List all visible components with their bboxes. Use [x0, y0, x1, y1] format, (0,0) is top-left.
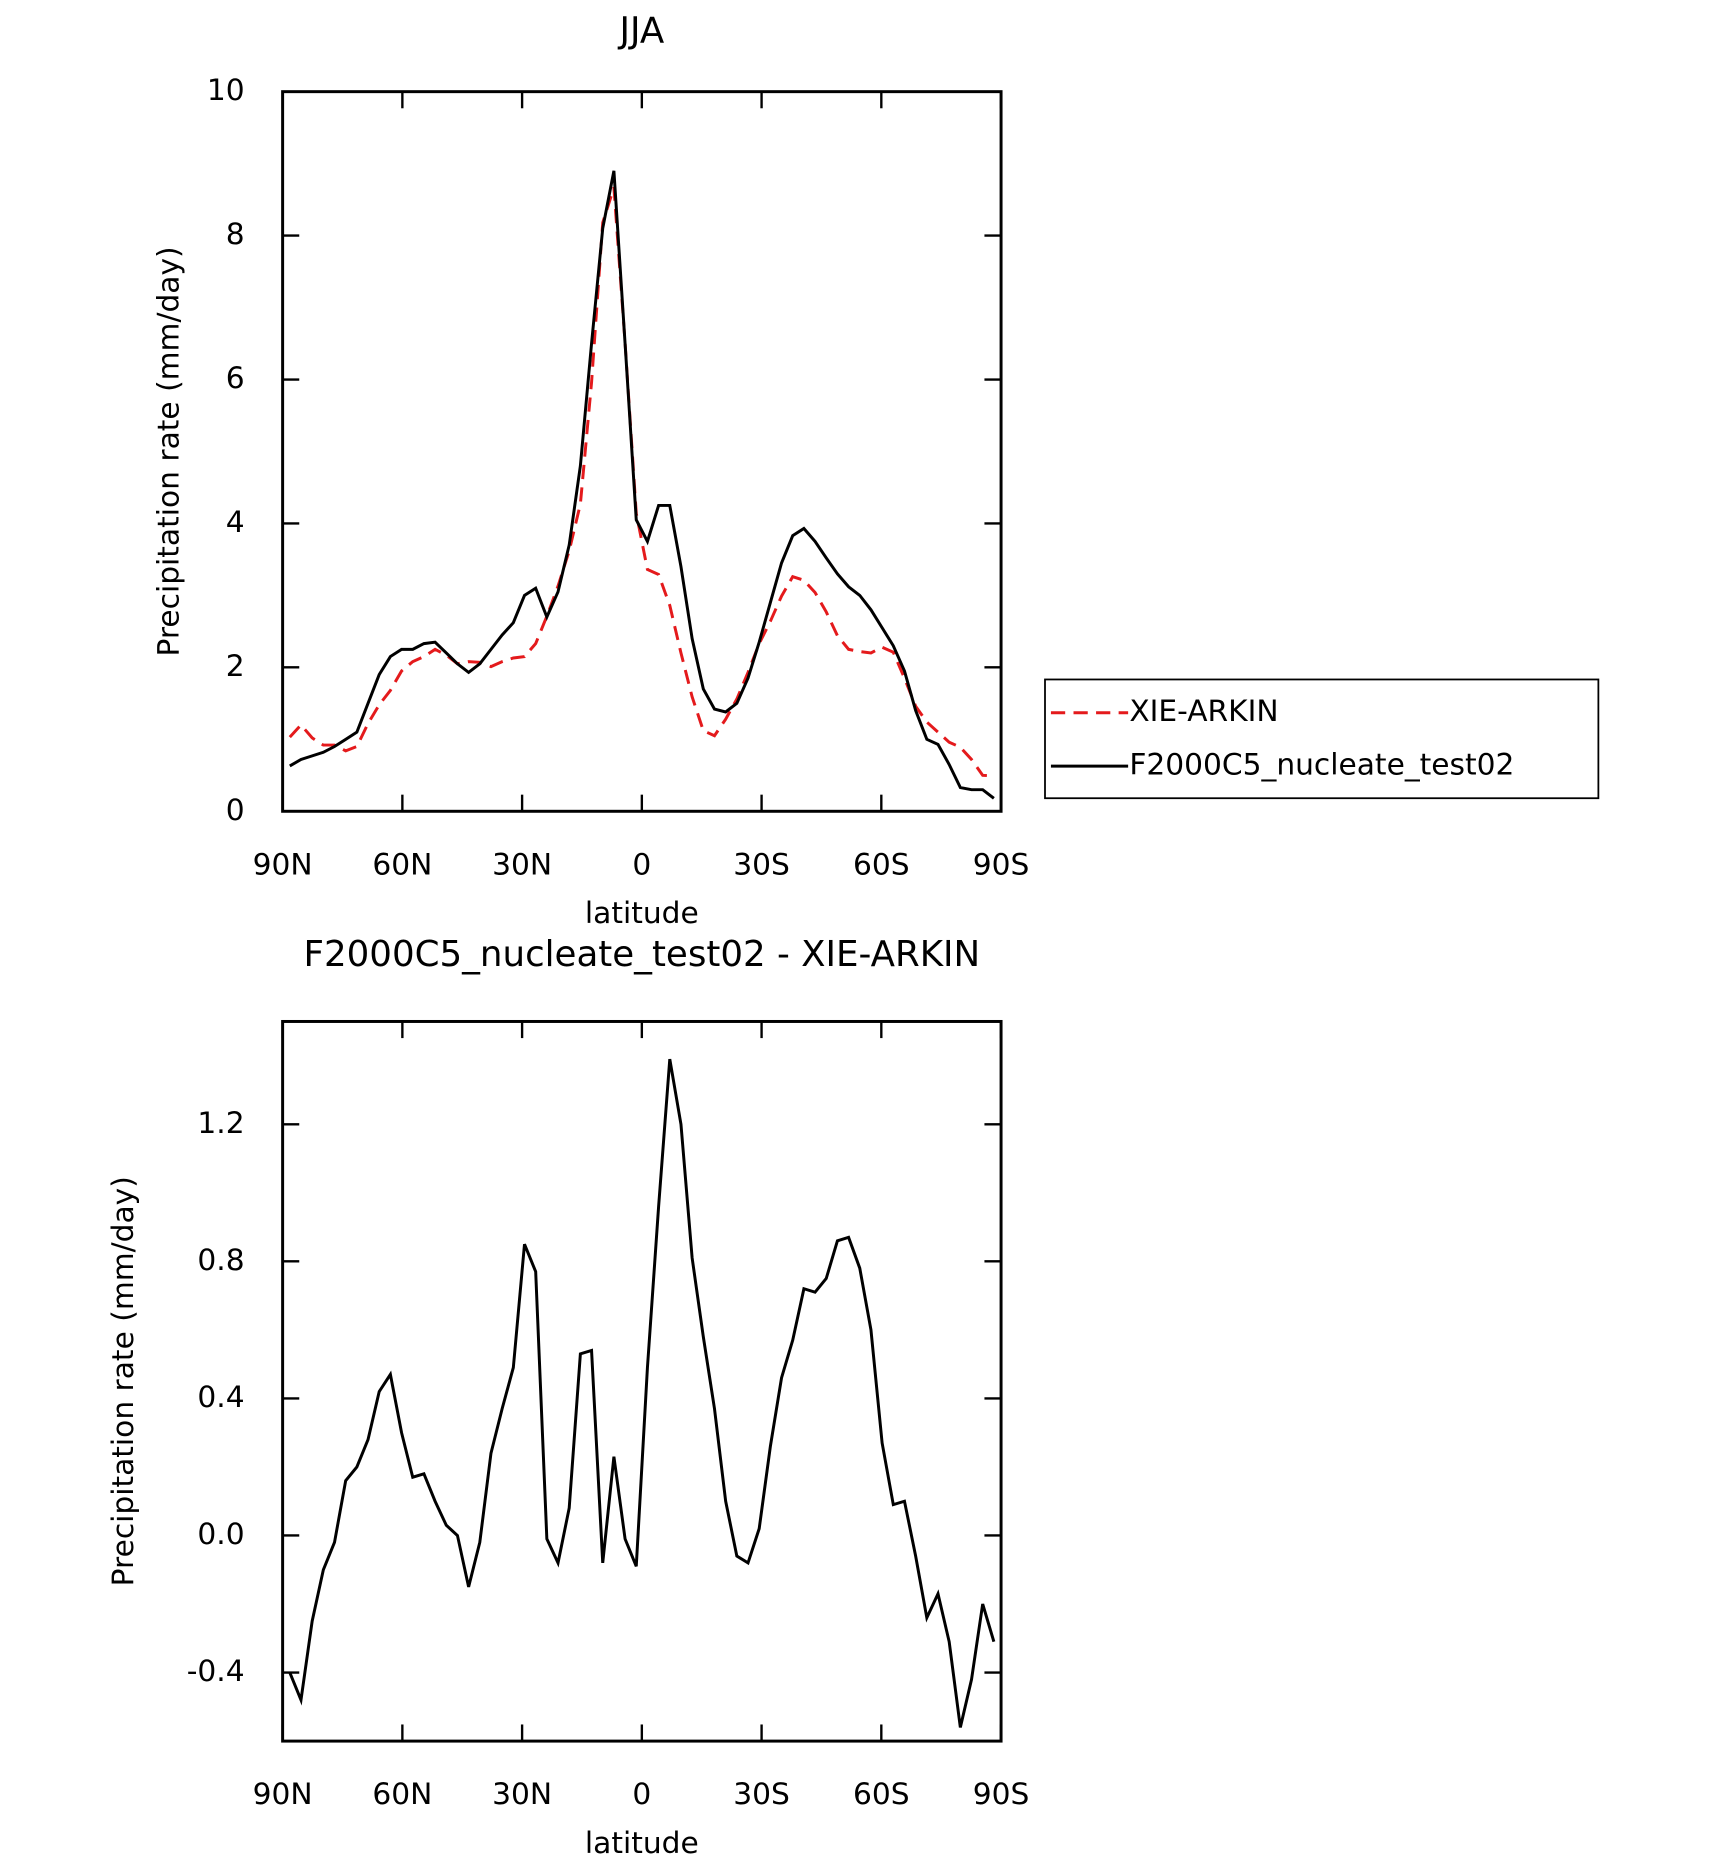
chart-title: JJA [617, 10, 664, 51]
x-tick-label: 0 [632, 1776, 651, 1811]
y-tick-label: 0 [226, 792, 245, 827]
x-tick-label: 90S [973, 1776, 1030, 1811]
y-tick-label: 0.4 [197, 1379, 244, 1414]
x-axis-label: latitude [585, 895, 699, 930]
legend-label: F2000C5_nucleate_test02 [1129, 747, 1514, 782]
chart-title: F2000C5_nucleate_test02 - XIE-ARKIN [304, 934, 981, 975]
x-tick-label: 60N [372, 846, 432, 881]
x-tick-label: 30N [492, 1776, 552, 1811]
y-tick-label: -0.4 [187, 1653, 245, 1688]
series-line [288, 186, 994, 778]
y-tick-label: 1.2 [197, 1105, 244, 1140]
y-tick-label: 0.0 [197, 1516, 244, 1551]
series-line [289, 170, 995, 800]
y-tick-label: 10 [207, 72, 245, 107]
y-tick-label: 4 [226, 504, 245, 539]
legend-box [1044, 678, 1600, 800]
x-tick-label: 30S [733, 1776, 790, 1811]
x-tick-label: 90N [253, 1776, 313, 1811]
x-tick-label: 60S [853, 1776, 910, 1811]
x-tick-label: 60S [853, 846, 910, 881]
y-tick-label: 0.8 [197, 1242, 244, 1277]
y-tick-label: 8 [226, 216, 245, 251]
x-tick-label: 90S [973, 846, 1030, 881]
y-axis-label: Precipitation rate (mm/day) [105, 1176, 140, 1586]
y-tick-label: 2 [226, 648, 245, 683]
y-axis-label: Precipitation rate (mm/day) [150, 246, 185, 656]
plot-frame [281, 90, 1003, 813]
x-tick-label: 0 [632, 846, 651, 881]
x-tick-label: 30N [492, 846, 552, 881]
y-tick-label: 6 [226, 360, 245, 395]
series-line [288, 1058, 996, 1728]
plot-frame [281, 1019, 1003, 1743]
x-tick-label: 30S [733, 846, 790, 881]
x-tick-label: 60N [372, 1776, 432, 1811]
x-axis-label: latitude [585, 1825, 699, 1860]
x-tick-label: 90N [253, 846, 313, 881]
legend-label: XIE-ARKIN [1129, 693, 1278, 728]
